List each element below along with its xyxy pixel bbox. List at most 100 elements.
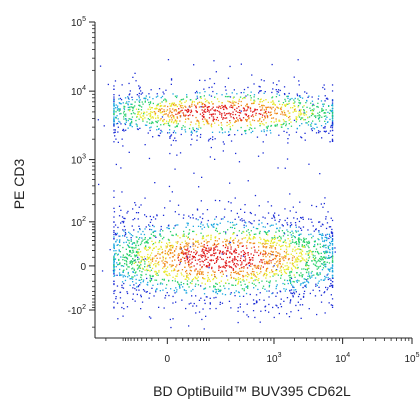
event-dot	[162, 257, 164, 259]
event-dot	[171, 111, 173, 114]
event-dot	[130, 113, 133, 115]
event-dot	[122, 145, 124, 147]
event-dot	[198, 106, 201, 108]
event-dot	[214, 276, 216, 278]
event-dot	[161, 278, 164, 281]
event-dot	[258, 120, 260, 122]
event-dot	[276, 227, 278, 230]
event-dot	[122, 276, 124, 278]
event-dot	[261, 259, 263, 261]
event-dot	[298, 95, 301, 98]
event-dot	[247, 106, 250, 108]
event-dot	[328, 233, 330, 235]
event-dot	[122, 259, 124, 261]
event-dot	[219, 301, 221, 303]
event-dot	[257, 267, 260, 269]
event-dot	[227, 220, 229, 223]
event-dot	[136, 128, 139, 130]
event-dot	[270, 262, 272, 264]
event-dot	[198, 123, 200, 125]
event-dot	[127, 239, 129, 241]
event-dot	[290, 107, 292, 109]
event-dot	[196, 111, 198, 113]
event-dot	[152, 102, 154, 105]
event-dot	[195, 252, 198, 254]
event-dot	[199, 136, 202, 138]
event-dot	[167, 244, 169, 246]
event-dot	[222, 105, 225, 108]
event-dot	[265, 256, 267, 258]
event-dot	[319, 221, 321, 223]
event-dot	[289, 302, 291, 304]
event-dot	[119, 235, 121, 237]
event-dot	[287, 97, 289, 99]
event-dot	[275, 256, 277, 258]
event-dot	[285, 248, 288, 250]
event-dot	[214, 122, 216, 124]
event-dot	[281, 230, 284, 232]
event-dot	[231, 284, 233, 286]
event-dot	[116, 107, 118, 109]
event-dot	[168, 294, 170, 297]
event-dot	[247, 262, 249, 264]
event-dot	[247, 287, 249, 289]
event-dot	[146, 256, 149, 258]
event-dot	[225, 245, 227, 247]
event-dot	[246, 303, 248, 305]
event-dot	[308, 95, 310, 97]
event-dot	[317, 238, 319, 240]
event-dot	[136, 99, 138, 101]
event-dot	[265, 99, 267, 101]
event-dot	[156, 263, 158, 265]
event-dot	[190, 121, 192, 123]
event-dot	[253, 236, 255, 238]
event-dot	[291, 230, 293, 232]
event-dot	[266, 116, 269, 119]
event-dot	[177, 123, 179, 125]
event-dot	[296, 256, 298, 259]
event-dot	[206, 265, 208, 267]
event-dot	[243, 219, 245, 221]
event-dot	[291, 269, 293, 271]
event-dot	[327, 247, 330, 250]
event-dot	[289, 278, 291, 281]
event-dot	[328, 105, 330, 107]
event-dot	[311, 274, 313, 277]
event-dot	[268, 230, 270, 232]
event-dot	[150, 219, 153, 221]
event-dot	[274, 112, 276, 114]
event-dot	[173, 121, 175, 123]
event-dot	[191, 295, 193, 297]
event-dot	[243, 231, 245, 233]
event-dot	[229, 126, 231, 128]
event-dot	[330, 256, 333, 258]
event-dot	[280, 106, 283, 108]
event-dot	[161, 101, 163, 103]
event-dot	[200, 223, 202, 225]
event-dot	[156, 274, 158, 276]
event-dot	[151, 121, 153, 123]
event-dot	[287, 238, 289, 240]
event-dot	[233, 104, 235, 106]
event-dot	[331, 103, 334, 106]
event-dot	[117, 318, 119, 320]
event-dot	[266, 268, 268, 270]
event-dot	[120, 103, 122, 105]
event-dot	[263, 250, 265, 252]
event-dot	[138, 85, 140, 87]
event-dot	[249, 95, 252, 97]
event-dot	[138, 248, 140, 250]
event-dot	[163, 93, 165, 95]
event-dot	[228, 112, 230, 114]
event-dot	[330, 110, 332, 113]
event-dot	[315, 248, 318, 250]
event-dot	[194, 270, 196, 272]
event-dot	[185, 106, 187, 108]
event-dot	[140, 276, 142, 278]
event-dot	[264, 243, 266, 245]
event-dot	[294, 250, 296, 252]
event-dot	[229, 261, 231, 263]
event-dot	[244, 252, 247, 255]
event-dot	[317, 274, 319, 276]
event-dot	[279, 260, 281, 262]
